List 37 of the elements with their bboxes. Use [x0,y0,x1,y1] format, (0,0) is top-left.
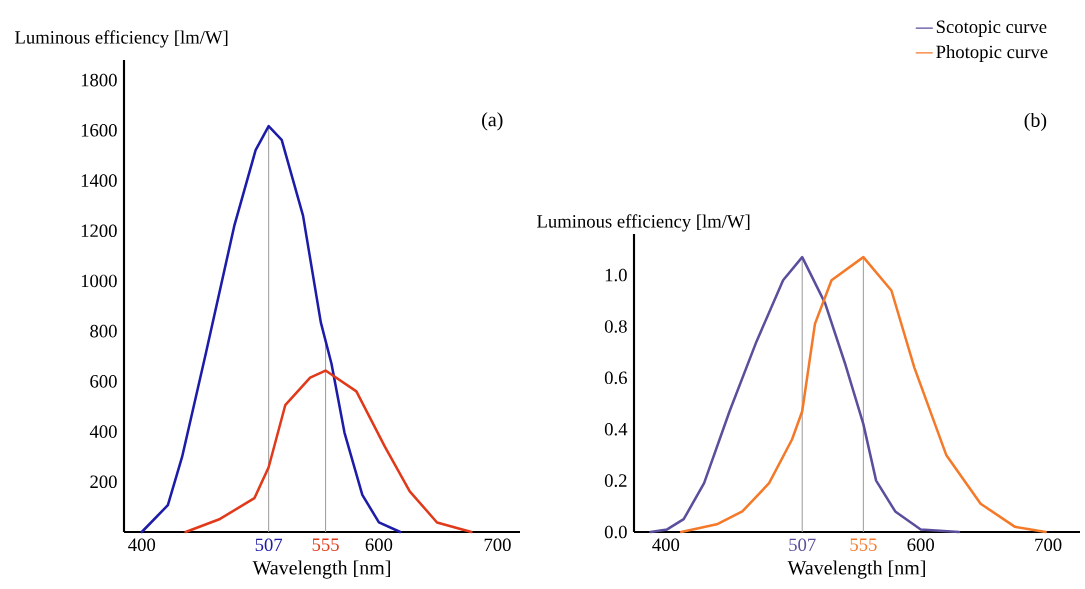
x-tick-label: 507 [255,538,283,552]
x-tick-label: 400 [652,538,680,552]
x-tick-label: 400 [128,538,156,552]
x-tick-label: 700 [484,538,511,552]
y-tick-label: 0.2 [604,474,627,487]
legend-label: Scotopic curve [936,20,1047,37]
y-tick-label: 1800 [81,73,117,87]
line-series [649,255,961,534]
y-axis-title: Luminous efficiency [lm/W] [15,30,228,48]
y-tick-label: 1200 [81,224,117,238]
legend-label: Photopic curve [936,45,1048,62]
y-tick-label: 0.4 [604,422,628,436]
line-series [140,124,402,534]
line-series [679,255,1047,534]
x-tick-label: 507 [789,538,816,552]
x-tick-label: 555 [312,538,339,551]
y-tick-label: 0.6 [604,371,627,385]
x-tick-label: 555 [850,538,877,551]
x-tick-label: 600 [907,538,934,552]
x-axis-title: Wavelength [nm] [252,560,390,579]
y-tick-label: 400 [89,425,117,438]
y-tick-label: 1000 [81,274,117,288]
text: (b) [1024,112,1047,132]
y-axis-title: Luminous efficiency [lm/W] [537,214,750,232]
y-tick-label: 0.8 [604,320,627,333]
line-series [184,369,473,534]
y-tick-label: 200 [90,475,117,489]
y-tick-label: 600 [90,375,117,388]
y-tick-label: 1600 [81,123,117,137]
x-axis-title: Wavelength [nm] [787,560,925,579]
y-tick-label: 1400 [81,174,117,187]
y-tick-label: 1.0 [605,268,627,282]
annotation: (a) [482,112,503,131]
x-tick-label: 700 [1035,538,1062,552]
y-tick-label: 0.0 [604,525,627,539]
x-tick-label: 600 [365,538,393,552]
y-tick-label: 800 [90,324,117,338]
